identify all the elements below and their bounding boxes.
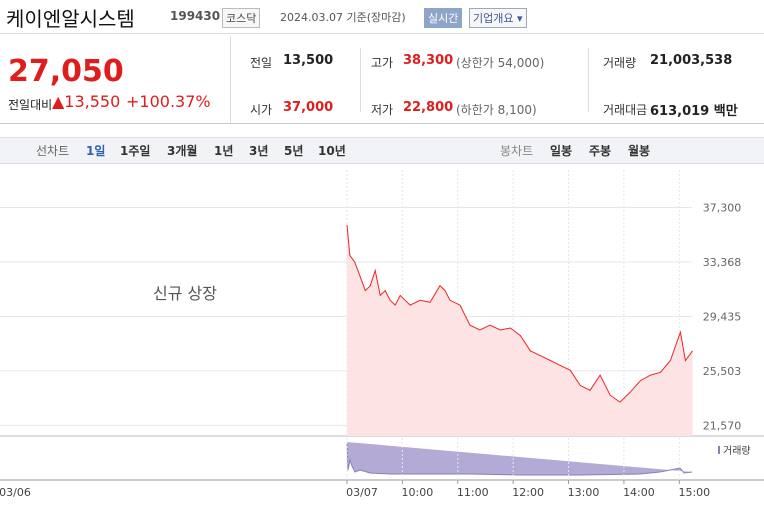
stat-label: 시가 — [250, 103, 273, 117]
tab[interactable]: 1주일 — [120, 144, 151, 158]
y-tick-label: 21,570 — [703, 419, 742, 432]
tab[interactable]: 일봉 — [550, 144, 573, 158]
tab[interactable]: 1년 — [214, 144, 234, 158]
x-tick-label: 11:00 — [457, 486, 489, 499]
price-area — [347, 224, 693, 436]
stat-value: 21,003,538 — [650, 53, 733, 68]
y-tick-label: 33,368 — [703, 256, 742, 269]
market-badge: 코스닥 — [222, 8, 261, 28]
stat-label: 고가 — [371, 56, 394, 70]
tab[interactable]: 주봉 — [589, 144, 612, 158]
divider — [588, 48, 589, 112]
change: ▲13,550 — [52, 92, 121, 111]
y-tick-label: 25,503 — [703, 365, 742, 378]
tab-bar — [0, 137, 764, 164]
stat-value: 38,300 — [403, 53, 454, 68]
tab: 봉차트 — [500, 144, 534, 158]
tab[interactable]: 3년 — [249, 144, 269, 158]
stat-value: 613,019 백만 — [650, 104, 738, 119]
stock-code: 199430 — [170, 9, 221, 23]
base-date: 2024.03.07 기준(장마감) — [280, 11, 406, 24]
stat-label: 거래량 — [603, 56, 637, 70]
annotation: 신규 상장 — [153, 284, 217, 303]
y-tick-label: 37,300 — [703, 201, 742, 214]
tab[interactable]: 10년 — [318, 144, 346, 158]
x-tick-label: 03/06 — [0, 486, 31, 499]
stat-value: 22,800 — [403, 100, 454, 115]
x-tick-label: 03/07 — [346, 486, 378, 499]
top-bar — [0, 0, 764, 34]
tab[interactable]: 3개월 — [167, 144, 198, 158]
quote-box — [0, 36, 764, 124]
stat-label: 저가 — [371, 103, 394, 117]
current-price: 27,050 — [8, 54, 124, 89]
x-tick-label: 10:00 — [402, 486, 434, 499]
stat-note: (상한가 54,000) — [456, 56, 545, 70]
stat-label: 전일 — [250, 56, 273, 70]
tab[interactable]: 5년 — [284, 144, 304, 158]
stat-value: 13,500 — [283, 53, 334, 68]
x-tick-label: 12:00 — [512, 486, 544, 499]
x-tick-label: 14:00 — [623, 486, 655, 499]
tab[interactable]: 월봉 — [628, 144, 651, 158]
realtime-button[interactable]: 실시간 — [424, 8, 463, 28]
overview-button[interactable]: 기업개요 ▾ — [469, 8, 527, 28]
tab[interactable]: 1일 — [86, 144, 106, 158]
stat-label: 거래대금 — [603, 103, 648, 117]
divider — [230, 36, 231, 123]
stat-value: 37,000 — [283, 100, 334, 115]
stock-name: 케이엔알시스템 — [6, 7, 135, 31]
y-tick-label: 29,435 — [703, 310, 742, 323]
volume-decoration — [346, 441, 693, 476]
change-label: 전일대비 — [8, 98, 53, 112]
x-tick-label: 13:00 — [568, 486, 600, 499]
tab: 선차트 — [36, 144, 70, 158]
legend-swatch — [718, 446, 720, 454]
change-pct: +100.37% — [126, 92, 211, 111]
divider — [360, 48, 361, 112]
chart: 신규 상장 거래량 03/06 37,300 33,368 29,435 25,503… — [0, 170, 764, 499]
legend-label: 거래량 — [723, 445, 751, 457]
price-line — [346, 224, 694, 403]
x-tick-label: 15:00 — [678, 486, 710, 499]
stat-note: (하한가 8,100) — [456, 103, 537, 117]
